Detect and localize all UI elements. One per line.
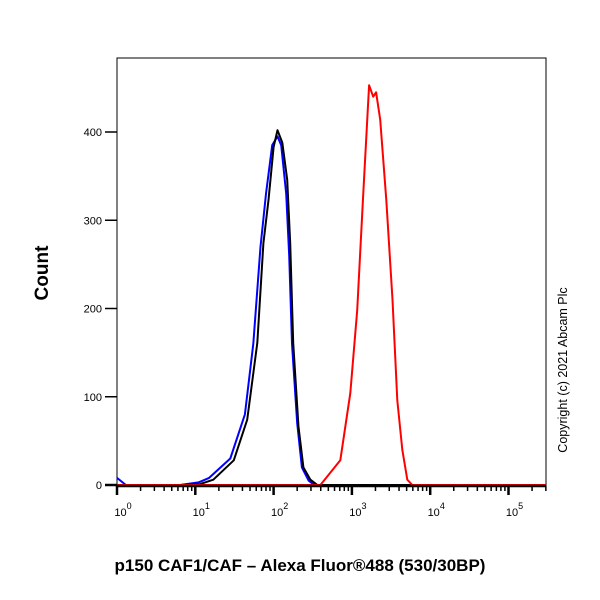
- plot-frame: [116, 57, 547, 487]
- y-axis-label: Count: [32, 245, 53, 301]
- y-tick-label: 100: [84, 392, 102, 404]
- x-tick-label: 100: [114, 501, 131, 519]
- copyright-text: Copyright (c) 2021 Abcam Plc: [556, 287, 570, 453]
- y-tick-label: 200: [84, 304, 102, 316]
- x-tick-label: 102: [271, 501, 288, 519]
- x-tick-label: 105: [506, 501, 523, 519]
- y-tick-label: 0: [96, 480, 102, 492]
- y-tick-label: 400: [84, 127, 102, 139]
- series-line-0: [116, 135, 546, 486]
- y-tick-label: 300: [84, 215, 102, 227]
- series-line-1: [180, 129, 546, 486]
- x-tick-label: 103: [349, 501, 366, 519]
- series-line-2: [117, 84, 546, 486]
- x-tick-label: 101: [193, 501, 210, 519]
- x-axis-label: p150 CAF1/CAF – Alexa Fluor®488 (530/30B…: [114, 556, 486, 575]
- x-tick-label: 104: [428, 501, 445, 519]
